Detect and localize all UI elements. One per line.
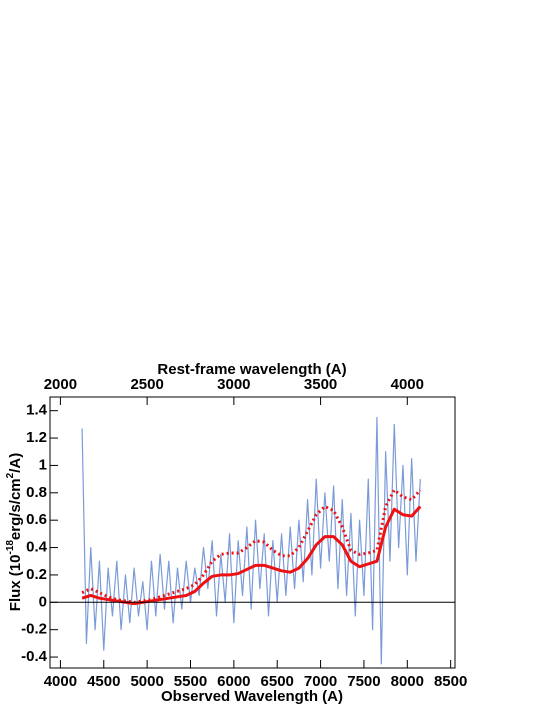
x-tick-label: 4500: [87, 673, 120, 690]
y-tick-label: 0.2: [26, 566, 47, 583]
top-tick-label: 2000: [44, 376, 77, 393]
y-tick-label: 0: [39, 593, 47, 610]
x-tick-label: 4000: [44, 673, 77, 690]
spectrum-line: [81, 416, 421, 665]
x-tick-label: 6000: [217, 673, 250, 690]
top-tick-label: 3000: [217, 376, 250, 393]
x-tick-label: 8500: [434, 673, 467, 690]
y-tick-label: 0.6: [26, 511, 47, 528]
model-line: [81, 505, 422, 606]
x-tick-label: 8000: [391, 673, 424, 690]
y-tick-label: 1: [39, 456, 47, 473]
x-tick-label: 7000: [304, 673, 337, 690]
x-tick-label: 6500: [261, 673, 294, 690]
y-axis-title: Flux (10-18erg/s/cm2/A): [5, 453, 24, 611]
x-tick-label: 5000: [130, 673, 163, 690]
x-tick-label: 7500: [347, 673, 380, 690]
x-tick-label: 5500: [174, 673, 207, 690]
top-tick-label: 4000: [391, 376, 424, 393]
top-tick-label: 3500: [304, 376, 337, 393]
y-tick-label: 0.4: [26, 539, 48, 556]
x-axis-title: Observed Wavelength (A): [161, 688, 343, 705]
model-line: [81, 488, 422, 604]
y-tick-label: 1.4: [26, 402, 48, 419]
y-tick-label: -0.2: [21, 621, 47, 638]
y-tick-label: 0.8: [26, 484, 47, 501]
y-tick-label: 1.2: [26, 429, 47, 446]
plot-frame: [49, 396, 456, 669]
top-axis-title: Rest-frame wavelength (A): [157, 361, 346, 378]
top-tick-label: 2500: [130, 376, 163, 393]
y-tick-label: -0.4: [21, 648, 48, 665]
